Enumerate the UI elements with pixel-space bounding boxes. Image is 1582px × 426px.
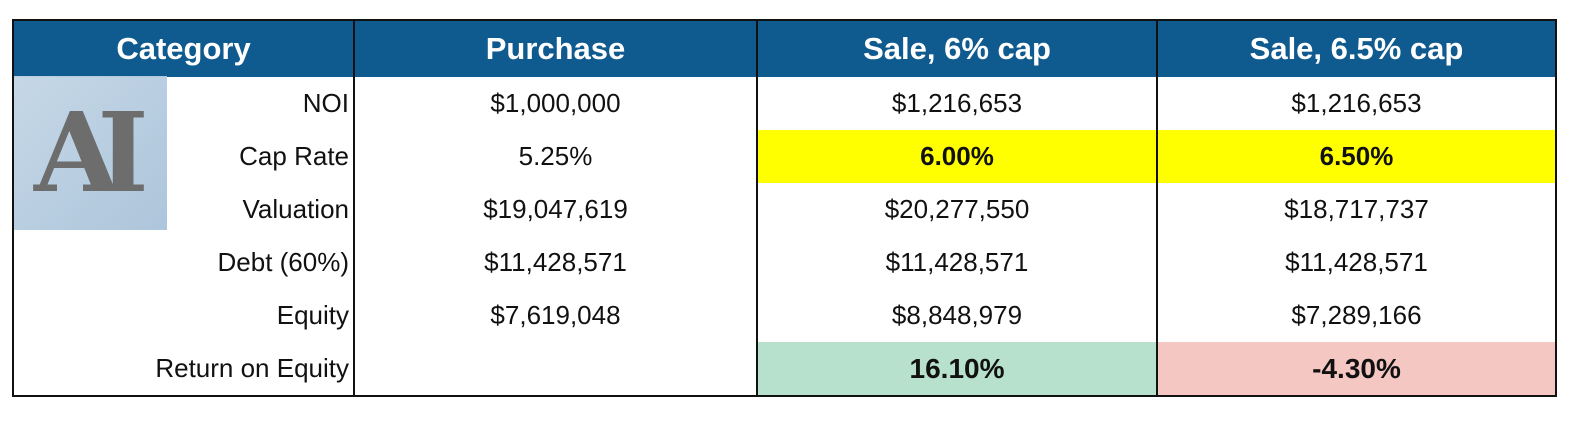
purchase-cell [354, 342, 758, 396]
sale65-cell: $18,717,737 [1284, 194, 1429, 224]
sale6-cell: $1,216,653 [757, 77, 1158, 130]
header-sale-65: Sale, 6.5% cap [1157, 20, 1556, 77]
header-sale-6: Sale, 6% cap [757, 20, 1158, 77]
table-row: Equity $7,619,048 $8,848,979 $7,289,166 [13, 289, 1556, 342]
header-category: Category [13, 20, 355, 77]
row-label: Return on Equity [13, 342, 355, 396]
header-row: Category Purchase Sale, 6% cap Sale, 6.5… [13, 20, 1556, 77]
table-row: Valuation $19,047,619 $20,277,550 $18,717,7… [13, 183, 1556, 236]
row-label: Equity [13, 289, 355, 342]
purchase-cell: $11,428,571 [354, 236, 758, 289]
purchase-cell: $1,000,000 [354, 77, 758, 130]
header-purchase: Purchase [354, 20, 758, 77]
sale65-cell: $11,428,571 [1285, 247, 1428, 277]
sale6-cell: 6.00% [757, 130, 1158, 183]
purchase-cell: 5.25% [354, 130, 758, 183]
sale6-cell: 16.10% [757, 342, 1158, 396]
sale65-cell: $1,216,653 [1291, 88, 1422, 118]
table-row: Return on Equity 16.10% -4.30% [13, 342, 1556, 396]
purchase-cell: $19,047,619 [354, 183, 758, 236]
sale6-cell: $11,428,571 [757, 236, 1158, 289]
table-row: Cap Rate 5.25% 6.00% 6.50% [13, 130, 1556, 183]
logo-text: AI [34, 88, 149, 217]
sale65-cell: 6.50% [1157, 130, 1556, 183]
table-row: NOI $1,000,000 $1,216,653 $1,216,653 [13, 77, 1556, 130]
purchase-cell: $7,619,048 [354, 289, 758, 342]
row-label: Debt (60%) [13, 236, 355, 289]
sale65-cell: -4.30% [1157, 342, 1556, 396]
ai-logo: AI [14, 76, 167, 230]
sale6-cell: $20,277,550 [757, 183, 1158, 236]
cap-rate-table: Category Purchase Sale, 6% cap Sale, 6.5… [12, 19, 1557, 397]
sale65-cell: $7,289,166 [1291, 300, 1422, 330]
table-row: Debt (60%) $11,428,571 $11,428,571 $11,428,… [13, 236, 1556, 289]
sale6-cell: $8,848,979 [757, 289, 1158, 342]
